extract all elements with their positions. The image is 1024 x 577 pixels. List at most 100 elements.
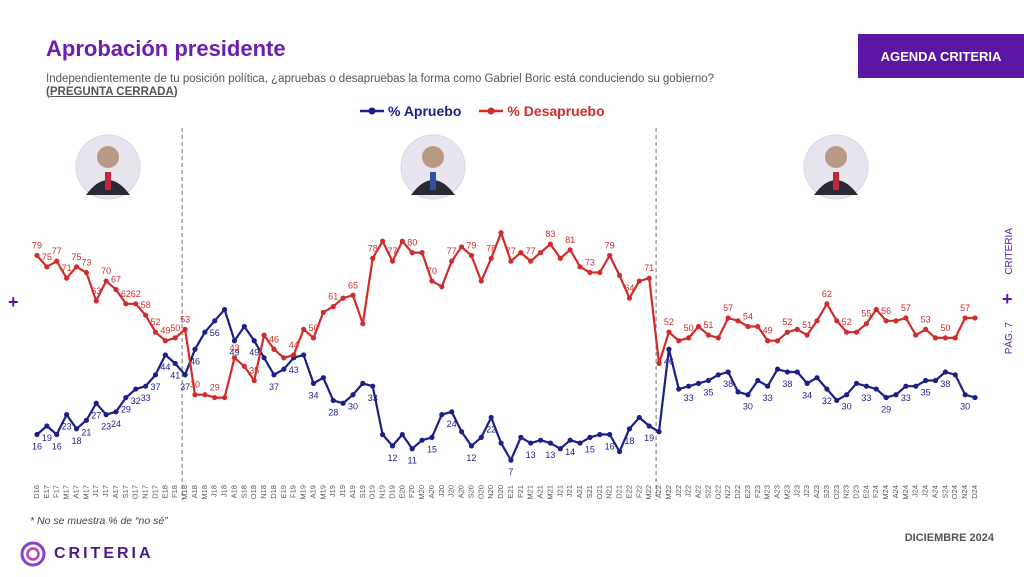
data-label-apruebo: 29	[121, 405, 131, 415]
x-tick-label: J22	[684, 485, 693, 497]
data-point-apruebo	[676, 386, 682, 392]
x-tick-label: M20	[417, 485, 426, 500]
data-point-desapruebo	[449, 258, 455, 264]
data-label-apruebo: 27	[91, 410, 101, 420]
data-point-apruebo	[765, 383, 771, 389]
data-point-desapruebo	[804, 332, 810, 338]
data-point-apruebo	[419, 437, 425, 443]
data-label-desapruebo: 71	[644, 263, 654, 273]
data-label-desapruebo: 73	[585, 258, 595, 268]
x-tick-label: J17	[91, 485, 100, 497]
data-point-desapruebo	[133, 301, 139, 307]
data-point-desapruebo	[705, 332, 712, 338]
data-point-apruebo	[488, 414, 494, 421]
x-tick-label: J18	[210, 485, 219, 497]
data-label-desapruebo: 57	[901, 303, 911, 313]
data-point-desapruebo	[972, 315, 978, 321]
data-label-desapruebo: 49	[160, 326, 170, 336]
data-label-apruebo: 44	[160, 362, 170, 372]
x-tick-label: E18	[160, 485, 169, 498]
data-point-desapruebo	[745, 323, 751, 330]
data-label-apruebo: 22	[486, 424, 496, 434]
data-label-apruebo: 19	[644, 433, 654, 443]
data-label-apruebo: 49	[229, 348, 239, 358]
data-point-apruebo	[607, 431, 613, 438]
data-point-desapruebo	[34, 252, 40, 259]
data-label-desapruebo: 70	[101, 266, 111, 276]
data-point-apruebo	[409, 446, 415, 452]
data-point-apruebo	[666, 346, 672, 352]
data-point-apruebo	[873, 386, 879, 392]
x-tick-label: A17	[111, 485, 120, 498]
data-point-desapruebo	[300, 326, 307, 332]
x-tick-label: M18	[200, 485, 209, 500]
portrait-head	[97, 146, 119, 168]
data-point-desapruebo	[557, 255, 563, 261]
data-point-apruebo	[478, 434, 484, 440]
data-point-apruebo	[498, 440, 504, 446]
data-point-desapruebo	[962, 315, 968, 321]
data-label-desapruebo: 50	[940, 323, 950, 333]
data-point-apruebo	[261, 355, 267, 361]
plus-icon: +	[8, 292, 19, 312]
data-point-desapruebo	[192, 392, 198, 398]
x-tick-label: A24	[930, 485, 939, 498]
x-tick-label: F22	[634, 485, 643, 498]
data-point-apruebo	[794, 369, 800, 375]
data-point-desapruebo	[498, 230, 504, 236]
data-label-desapruebo: 62	[121, 289, 131, 299]
data-point-desapruebo	[93, 298, 99, 304]
data-point-desapruebo	[251, 377, 257, 384]
x-tick-label: D24	[970, 485, 979, 499]
portrait-sash	[105, 172, 111, 190]
data-point-desapruebo	[676, 338, 682, 344]
x-tick-label: A20	[427, 485, 436, 498]
data-point-apruebo	[143, 383, 149, 389]
data-point-apruebo	[834, 397, 840, 404]
data-point-apruebo	[231, 338, 238, 344]
data-point-apruebo	[251, 338, 257, 344]
data-label-apruebo: 33	[141, 393, 151, 403]
data-point-desapruebo	[646, 275, 652, 281]
plus-icon: +	[1002, 289, 1013, 309]
data-point-apruebo	[360, 380, 366, 386]
data-label-apruebo: 41	[170, 370, 180, 380]
data-label-apruebo: 13	[526, 450, 536, 460]
data-label-desapruebo: 70	[427, 266, 437, 276]
data-point-desapruebo	[64, 275, 70, 281]
x-tick-label: M24	[901, 485, 910, 500]
x-tick-label: D22	[733, 485, 742, 499]
data-label-desapruebo: 46	[269, 334, 279, 344]
legend-item-apruebo: % Apruebo	[360, 103, 461, 119]
x-tick-label: D17	[150, 485, 159, 499]
data-label-desapruebo: 77	[526, 246, 536, 256]
data-label-desapruebo: 55	[861, 309, 871, 319]
data-point-desapruebo	[103, 278, 109, 284]
data-point-apruebo	[123, 394, 129, 401]
data-label-apruebo: 12	[387, 453, 397, 463]
data-label-apruebo: 18	[624, 436, 634, 446]
x-tick-label: J23	[802, 485, 811, 497]
data-label-desapruebo: 79	[32, 240, 42, 250]
data-point-apruebo	[923, 377, 929, 384]
x-tick-label: M21	[526, 485, 535, 500]
x-tick-label: D23	[852, 485, 861, 499]
data-point-apruebo	[429, 434, 435, 440]
data-point-apruebo	[93, 400, 99, 406]
data-point-apruebo	[518, 434, 524, 440]
data-point-apruebo	[182, 372, 188, 378]
data-point-apruebo	[64, 412, 70, 418]
x-tick-label: D19	[387, 485, 396, 499]
data-point-apruebo	[281, 366, 287, 372]
data-point-desapruebo	[123, 301, 129, 307]
data-point-apruebo	[715, 372, 721, 378]
data-label-apruebo: 34	[308, 390, 318, 400]
data-point-apruebo	[844, 392, 850, 398]
x-tick-label: M19	[299, 485, 308, 500]
data-label-desapruebo: 62	[822, 289, 832, 299]
data-label-apruebo: 30	[743, 402, 753, 412]
x-tick-label: S19	[358, 485, 367, 498]
data-label-desapruebo: 79	[466, 240, 476, 250]
x-tick-label: S20	[466, 485, 475, 498]
data-point-desapruebo	[310, 335, 317, 341]
